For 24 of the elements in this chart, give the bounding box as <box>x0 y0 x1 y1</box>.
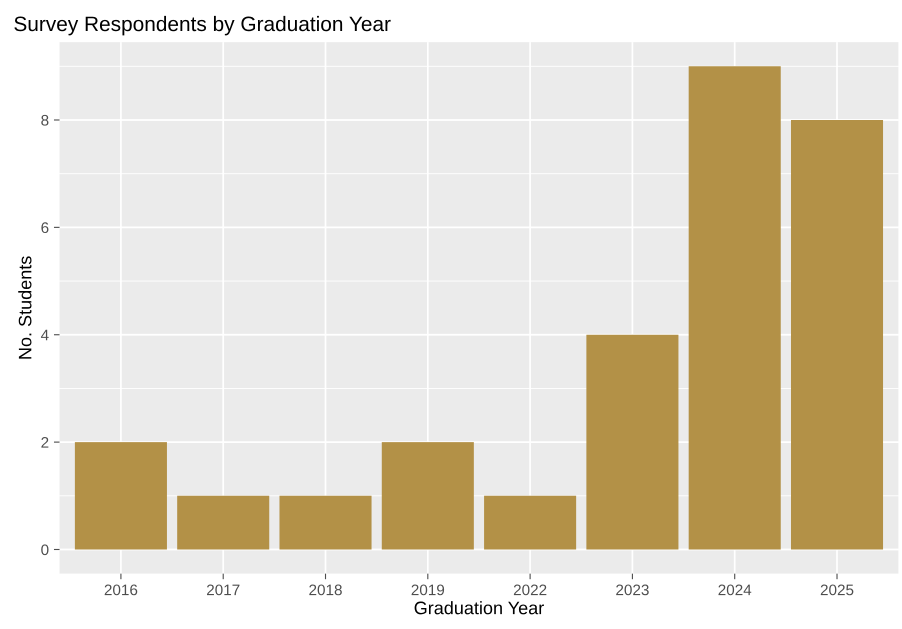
y-tick-label: 0 <box>41 544 49 556</box>
y-tick-label: 4 <box>40 330 49 340</box>
chart-title: Survey Respondents by Graduation Year <box>14 16 391 36</box>
x-tick-label: 2019 <box>412 584 444 596</box>
x-tick-label: 2017 <box>206 584 240 596</box>
x-tick-label: 2022 <box>514 584 546 596</box>
bar <box>790 120 884 550</box>
x-axis-title: Graduation Year <box>414 601 544 614</box>
y-tick-label: 8 <box>41 114 48 126</box>
bar <box>688 66 781 550</box>
x-tick-label: 2024 <box>718 584 752 596</box>
y-tick-label: 2 <box>41 436 48 448</box>
x-tick-label: 2016 <box>104 584 138 596</box>
y-tick-label: 6 <box>41 222 48 234</box>
bar <box>74 442 167 550</box>
x-tick-label: 2023 <box>616 584 649 596</box>
x-tick-label: 2025 <box>820 584 854 596</box>
bar <box>586 334 678 550</box>
bar <box>484 496 576 550</box>
y-axis-title: No. Students <box>18 256 32 359</box>
bar <box>279 496 372 550</box>
bar <box>382 442 474 550</box>
bar <box>177 496 270 550</box>
x-tick-label: 2018 <box>309 584 342 596</box>
